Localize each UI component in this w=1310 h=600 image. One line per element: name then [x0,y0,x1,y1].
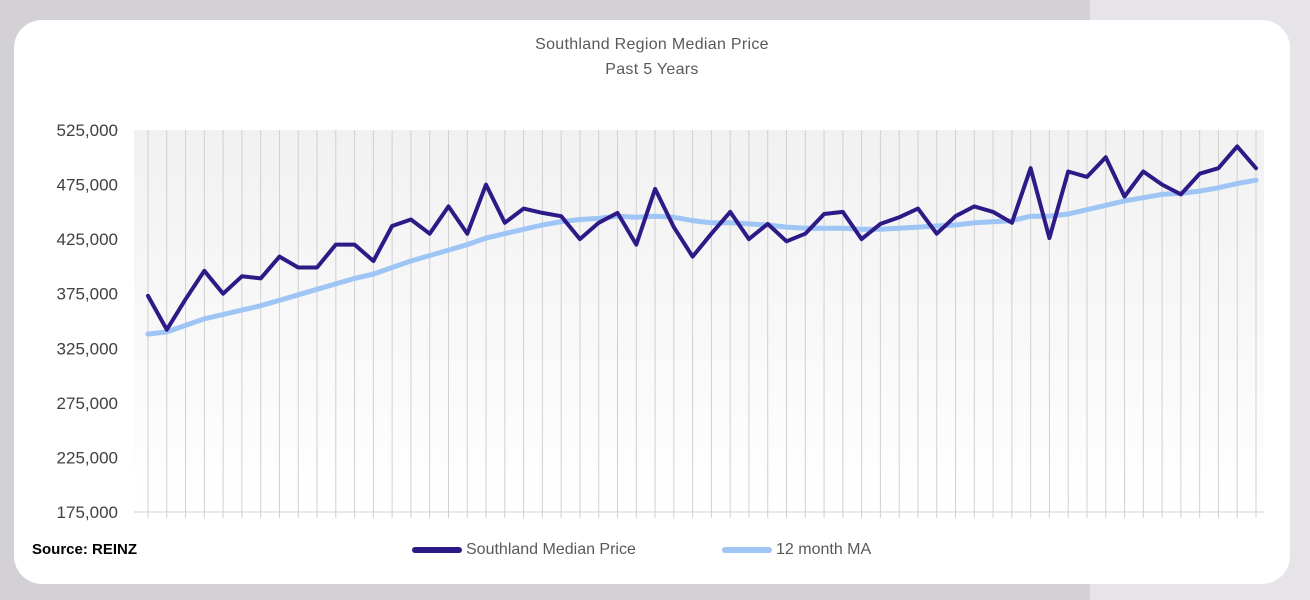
series-line-median-price [146,144,1258,332]
y-tick-label: 525,000 [57,121,118,140]
y-tick-label: 175,000 [57,503,118,522]
y-tick-label: 475,000 [57,176,118,195]
y-tick-label: 375,000 [57,285,118,304]
series-line-12-month-ma [145,177,1259,337]
y-tick-label: 325,000 [57,339,118,358]
chart-title: Southland Region Median Price [535,36,769,53]
legend-swatch-ma [722,547,772,553]
chart-card: Southland Region Median Price Past 5 Yea… [14,20,1290,584]
legend-item-median: Southland Median Price [412,541,636,559]
y-tick-label: 225,000 [57,448,118,467]
legend-label-ma: 12 month MA [776,541,872,558]
plot-area [134,130,1264,512]
source-label: Source: REINZ [32,541,138,558]
y-tick-label: 425,000 [57,230,118,249]
legend-swatch-median [412,547,462,553]
legend-item-ma: 12 month MA [722,541,871,559]
legend-label-median: Southland Median Price [466,541,636,558]
y-tick-label: 275,000 [57,394,118,413]
chart-subtitle: Past 5 Years [605,61,699,78]
line-chart: 525,000 475,000 425,000 375,000 325,000 275,0… [57,121,1264,522]
